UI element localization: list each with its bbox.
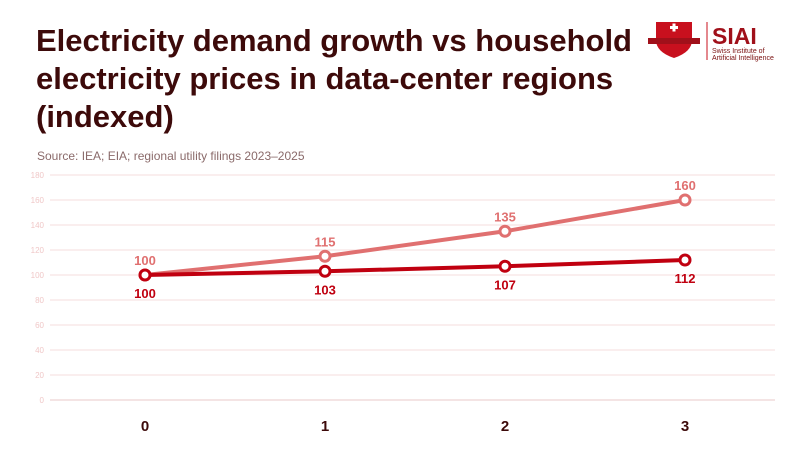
data-label: 135: [494, 209, 516, 224]
y-tick-label: 40: [35, 346, 44, 355]
data-point: [498, 224, 512, 238]
data-point: [138, 268, 152, 282]
data-label: 107: [494, 277, 516, 292]
y-tick-label: 120: [31, 246, 45, 255]
series-line-1: [144, 258, 686, 277]
data-label: 115: [315, 234, 336, 249]
data-point: [318, 264, 332, 278]
x-tick-label: 0: [141, 418, 149, 435]
data-label: 100: [134, 286, 156, 301]
siai-logo: SIAI Swiss Institute of Artificial Intel…: [648, 22, 774, 62]
y-tick-label: 80: [35, 296, 44, 305]
x-tick-label: 2: [501, 418, 509, 435]
x-tick-label: 3: [681, 418, 689, 435]
data-label: 160: [674, 178, 696, 193]
svg-text:Artificial Intelligence: Artificial Intelligence: [712, 55, 774, 62]
y-tick-label: 0: [40, 396, 45, 405]
x-tick-label: 1: [321, 418, 329, 435]
data-label: 112: [675, 271, 696, 286]
data-point: [318, 249, 332, 263]
data-label: 103: [314, 282, 336, 297]
data-point: [498, 259, 512, 273]
chart-title: Electricity demand growth vs household e…: [36, 23, 632, 134]
y-tick-label: 180: [31, 171, 45, 180]
data-label: 100: [134, 253, 156, 268]
y-tick-label: 100: [31, 271, 45, 280]
svg-text:SIAI: SIAI: [712, 23, 757, 49]
y-tick-label: 140: [31, 221, 45, 230]
y-tick-label: 160: [31, 196, 45, 205]
source-note: Source: IEA; EIA; regional utility filin…: [37, 149, 305, 163]
data-point: [678, 253, 692, 267]
series-line-0: [144, 198, 686, 277]
svg-text:Swiss Institute of: Swiss Institute of: [712, 48, 765, 55]
y-tick-label: 20: [35, 371, 44, 380]
y-tick-label: 60: [35, 321, 44, 330]
data-point: [678, 193, 692, 207]
